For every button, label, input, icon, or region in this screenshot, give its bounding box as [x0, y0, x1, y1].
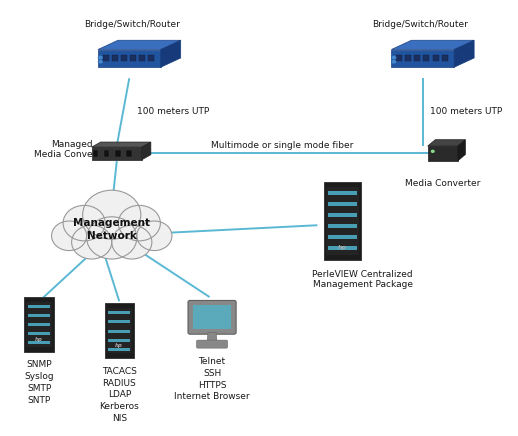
Polygon shape: [441, 55, 448, 61]
FancyBboxPatch shape: [115, 150, 121, 157]
FancyBboxPatch shape: [93, 150, 98, 157]
Text: PerleVIEW Centralized
Management Package: PerleVIEW Centralized Management Package: [312, 269, 413, 289]
Polygon shape: [142, 142, 151, 160]
FancyBboxPatch shape: [326, 187, 358, 255]
Text: Multimode or single mode fiber: Multimode or single mode fiber: [211, 141, 353, 150]
FancyBboxPatch shape: [328, 224, 356, 228]
Polygon shape: [392, 40, 474, 50]
Text: hp: hp: [35, 337, 43, 342]
FancyBboxPatch shape: [26, 302, 52, 347]
Text: SNMP
Syslog
SMTP
SNTP: SNMP Syslog SMTP SNTP: [24, 361, 54, 405]
Circle shape: [83, 190, 141, 239]
FancyBboxPatch shape: [194, 306, 231, 329]
Polygon shape: [392, 50, 454, 67]
Polygon shape: [130, 55, 136, 61]
FancyBboxPatch shape: [62, 228, 162, 250]
FancyBboxPatch shape: [328, 246, 356, 249]
Text: Media Converter: Media Converter: [405, 179, 481, 188]
FancyBboxPatch shape: [28, 323, 50, 326]
FancyBboxPatch shape: [328, 202, 356, 206]
FancyBboxPatch shape: [108, 339, 131, 341]
Polygon shape: [396, 55, 402, 61]
FancyBboxPatch shape: [108, 311, 131, 314]
FancyBboxPatch shape: [105, 303, 134, 358]
Polygon shape: [103, 55, 109, 61]
Polygon shape: [148, 55, 154, 61]
Circle shape: [98, 55, 103, 60]
Polygon shape: [428, 140, 465, 146]
Text: 100 meters UTP: 100 meters UTP: [430, 107, 502, 116]
Circle shape: [63, 205, 105, 241]
Text: Bridge/Switch/Router: Bridge/Switch/Router: [84, 20, 180, 29]
Circle shape: [392, 60, 396, 64]
FancyBboxPatch shape: [328, 235, 356, 238]
FancyBboxPatch shape: [188, 300, 236, 334]
FancyBboxPatch shape: [324, 182, 361, 260]
Polygon shape: [414, 55, 421, 61]
Text: Telnet
SSH
HTTPS
Internet Browser: Telnet SSH HTTPS Internet Browser: [174, 357, 250, 402]
FancyBboxPatch shape: [108, 330, 131, 333]
Circle shape: [431, 150, 435, 153]
FancyBboxPatch shape: [28, 314, 50, 317]
Polygon shape: [92, 142, 151, 147]
Polygon shape: [112, 55, 118, 61]
Polygon shape: [433, 55, 439, 61]
FancyBboxPatch shape: [28, 341, 50, 344]
Polygon shape: [428, 146, 458, 161]
Circle shape: [71, 225, 112, 259]
FancyBboxPatch shape: [24, 297, 53, 352]
Circle shape: [98, 60, 103, 64]
Text: hp: hp: [338, 245, 347, 250]
FancyBboxPatch shape: [126, 150, 132, 157]
FancyBboxPatch shape: [107, 308, 132, 353]
FancyBboxPatch shape: [28, 305, 50, 308]
Text: TACACS
RADIUS
LDAP
Kerberos
NIS: TACACS RADIUS LDAP Kerberos NIS: [99, 367, 139, 423]
Polygon shape: [98, 40, 181, 50]
Polygon shape: [458, 140, 465, 161]
Circle shape: [137, 221, 172, 251]
Circle shape: [87, 217, 137, 259]
Polygon shape: [454, 40, 474, 67]
Text: 100 meters UTP: 100 meters UTP: [137, 107, 209, 116]
Text: Managed
Media Converter: Managed Media Converter: [34, 140, 109, 159]
FancyBboxPatch shape: [108, 320, 131, 324]
FancyBboxPatch shape: [28, 332, 50, 335]
FancyBboxPatch shape: [104, 150, 109, 157]
Polygon shape: [98, 50, 161, 67]
Circle shape: [392, 55, 396, 60]
Polygon shape: [139, 55, 145, 61]
FancyBboxPatch shape: [108, 348, 131, 351]
Text: Bridge/Switch/Router: Bridge/Switch/Router: [372, 20, 468, 29]
Text: hp: hp: [116, 343, 123, 348]
Circle shape: [112, 225, 152, 259]
Polygon shape: [406, 55, 411, 61]
Circle shape: [52, 221, 87, 251]
Polygon shape: [161, 40, 181, 67]
Circle shape: [118, 205, 161, 241]
Text: Management
Network: Management Network: [73, 218, 150, 241]
Polygon shape: [207, 333, 217, 342]
FancyBboxPatch shape: [196, 340, 227, 348]
Polygon shape: [92, 147, 142, 160]
FancyBboxPatch shape: [328, 213, 356, 217]
FancyBboxPatch shape: [328, 191, 356, 194]
Polygon shape: [121, 55, 127, 61]
Polygon shape: [424, 55, 429, 61]
